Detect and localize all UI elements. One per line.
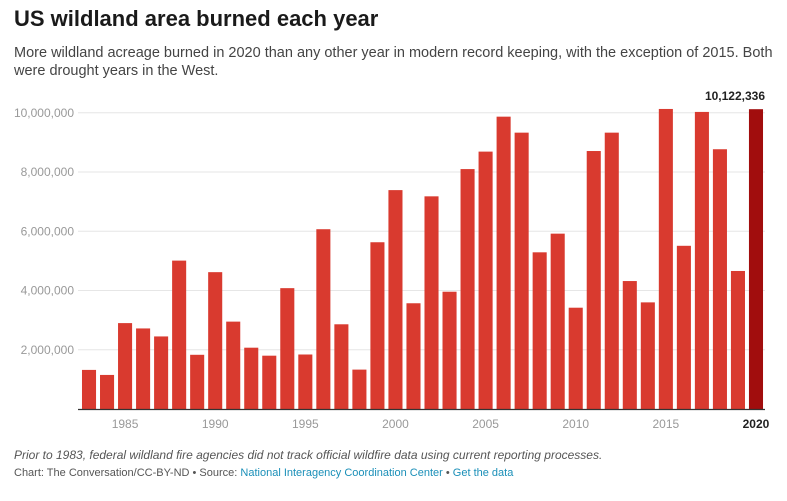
chart-title: US wildland area burned each year — [14, 6, 379, 31]
bar-1991[interactable] — [226, 321, 241, 409]
credit-prefix: Chart: The Conversation/CC-BY-ND • Sourc… — [14, 467, 238, 479]
get-data-link[interactable]: Get the data — [452, 467, 514, 479]
x-tick-label: 1985 — [112, 417, 139, 431]
bar-2011[interactable] — [586, 151, 601, 409]
highlight-value-label: 10,122,336 — [705, 89, 765, 103]
bar-2012[interactable] — [604, 132, 619, 409]
bar-1986[interactable] — [136, 328, 151, 409]
x-tick-label: 1990 — [202, 417, 229, 431]
bar-2006[interactable] — [496, 116, 511, 409]
x-tick-label: 2010 — [562, 417, 589, 431]
x-tick-label: 2020 — [743, 417, 770, 431]
source-link[interactable]: National Interagency Coordination Center — [240, 467, 443, 479]
chart-subtitle: More wildland acreage burned in 2020 tha… — [14, 45, 773, 79]
bar-2013[interactable] — [622, 281, 637, 409]
y-tick-label: 6,000,000 — [21, 224, 75, 238]
bar-1985[interactable] — [118, 323, 133, 409]
x-tick-label: 2015 — [653, 417, 680, 431]
x-tick-label: 2000 — [382, 417, 409, 431]
bar-2002[interactable] — [424, 196, 439, 409]
bar-2010[interactable] — [568, 307, 583, 409]
bar-1994[interactable] — [280, 288, 295, 409]
bar-1995[interactable] — [298, 354, 313, 409]
y-tick-label: 2,000,000 — [21, 343, 75, 357]
y-tick-label: 4,000,000 — [21, 284, 75, 298]
bar-2016[interactable] — [676, 245, 691, 409]
bar-2007[interactable] — [514, 132, 529, 409]
bar-1992[interactable] — [244, 347, 259, 409]
bar-1989[interactable] — [190, 354, 205, 409]
credit-line: Chart: The Conversation/CC-BY-ND • Sourc… — [14, 467, 513, 479]
bar-2005[interactable] — [478, 151, 493, 409]
bar-2001[interactable] — [406, 303, 421, 409]
bar-2020[interactable] — [748, 109, 764, 410]
bar-1990[interactable] — [208, 272, 223, 409]
y-tick-label: 10,000,000 — [14, 106, 74, 120]
x-tick-label: 2005 — [472, 417, 499, 431]
bar-1984[interactable] — [100, 374, 115, 409]
bar-chart: 2,000,000 4,000,000 6,000,000 8,000,000 10,0… — [14, 89, 770, 431]
bar-2003[interactable] — [442, 291, 457, 409]
bar-2019[interactable] — [730, 270, 745, 409]
bar-2004[interactable] — [460, 169, 475, 409]
bar-2018[interactable] — [712, 149, 727, 409]
y-tick-label: 8,000,000 — [21, 165, 75, 179]
footnote: Prior to 1983, federal wildland fire age… — [14, 448, 603, 462]
bar-2014[interactable] — [640, 302, 655, 409]
x-tick-label: 1995 — [292, 417, 319, 431]
bar-1999[interactable] — [370, 242, 385, 409]
bar-1987[interactable] — [154, 336, 169, 409]
bar-1988[interactable] — [172, 260, 187, 409]
bar-1993[interactable] — [262, 355, 277, 409]
bar-2008[interactable] — [532, 252, 547, 409]
bar-2015[interactable] — [658, 108, 673, 409]
credit-separator: • — [445, 467, 450, 479]
bar-1983[interactable] — [81, 369, 97, 409]
bar-2000[interactable] — [388, 190, 403, 409]
bar-1998[interactable] — [352, 369, 367, 409]
bar-2009[interactable] — [550, 233, 565, 409]
bar-1997[interactable] — [334, 324, 349, 409]
bar-2017[interactable] — [694, 111, 709, 409]
bar-1996[interactable] — [316, 229, 331, 409]
